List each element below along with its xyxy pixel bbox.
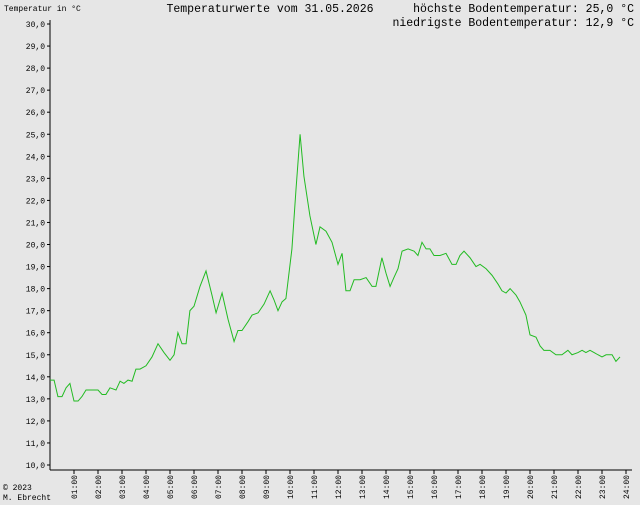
- y-tick-label: 12,0: [26, 418, 45, 427]
- y-tick-label: 28,0: [26, 65, 45, 74]
- y-tick-label: 10,0: [26, 462, 45, 471]
- x-tick-label: 01:00: [71, 475, 80, 499]
- x-tick-label: 23:00: [599, 475, 608, 499]
- x-tick-label: 09:00: [263, 475, 272, 499]
- x-tick-label: 13:00: [359, 475, 368, 499]
- x-tick-label: 24:00: [623, 475, 632, 499]
- x-tick-label: 11:00: [311, 475, 320, 499]
- x-tick-label: 10:00: [287, 475, 296, 499]
- y-tick-label: 24,0: [26, 153, 45, 162]
- y-tick-label: 27,0: [26, 87, 45, 96]
- x-tick-label: 18:00: [479, 475, 488, 499]
- x-tick-label: 19:00: [503, 475, 512, 499]
- x-tick-label: 17:00: [455, 475, 464, 499]
- x-tick-label: 04:00: [143, 475, 152, 499]
- y-axis-label: Temperatur in °C: [4, 5, 81, 14]
- x-tick-label: 15:00: [407, 475, 416, 499]
- y-tick-label: 11,0: [26, 440, 45, 449]
- y-tick-label: 13,0: [26, 396, 45, 405]
- min-annotation: niedrigste Bodentemperatur: 12,9 °C: [392, 17, 634, 30]
- y-tick-label: 22,0: [26, 197, 45, 206]
- y-tick-label: 26,0: [26, 109, 45, 118]
- y-tick-label: 14,0: [26, 374, 45, 383]
- y-tick-label: 16,0: [26, 330, 45, 339]
- y-tick-label: 20,0: [26, 242, 45, 251]
- x-tick-label: 12:00: [335, 475, 344, 499]
- x-tick-label: 14:00: [383, 475, 392, 499]
- x-tick-label: 21:00: [551, 475, 560, 499]
- temperature-line: [50, 134, 621, 402]
- chart-title: Temperaturwerte vom 31.05.2026: [166, 3, 373, 16]
- author: M. Ebrecht: [3, 494, 51, 503]
- y-tick-label: 30,0: [26, 21, 45, 30]
- y-tick-label: 25,0: [26, 131, 45, 140]
- max-annotation: höchste Bodentemperatur: 25,0 °C: [413, 3, 634, 16]
- x-tick-label: 06:00: [191, 475, 200, 499]
- y-tick-label: 21,0: [26, 219, 45, 228]
- x-tick-label: 22:00: [575, 475, 584, 499]
- y-tick-label: 29,0: [26, 43, 45, 52]
- y-tick-label: 23,0: [26, 175, 45, 184]
- copyright: © 2023: [3, 484, 32, 493]
- x-tick-label: 05:00: [167, 475, 176, 499]
- x-tick-label: 16:00: [431, 475, 440, 499]
- x-tick-label: 03:00: [119, 475, 128, 499]
- x-tick-label: 08:00: [239, 475, 248, 499]
- y-tick-label: 17,0: [26, 308, 45, 317]
- y-tick-label: 18,0: [26, 286, 45, 295]
- x-tick-label: 20:00: [527, 475, 536, 499]
- x-tick-label: 07:00: [215, 475, 224, 499]
- y-tick-label: 19,0: [26, 264, 45, 273]
- x-tick-label: 02:00: [95, 475, 104, 499]
- y-tick-label: 15,0: [26, 352, 45, 361]
